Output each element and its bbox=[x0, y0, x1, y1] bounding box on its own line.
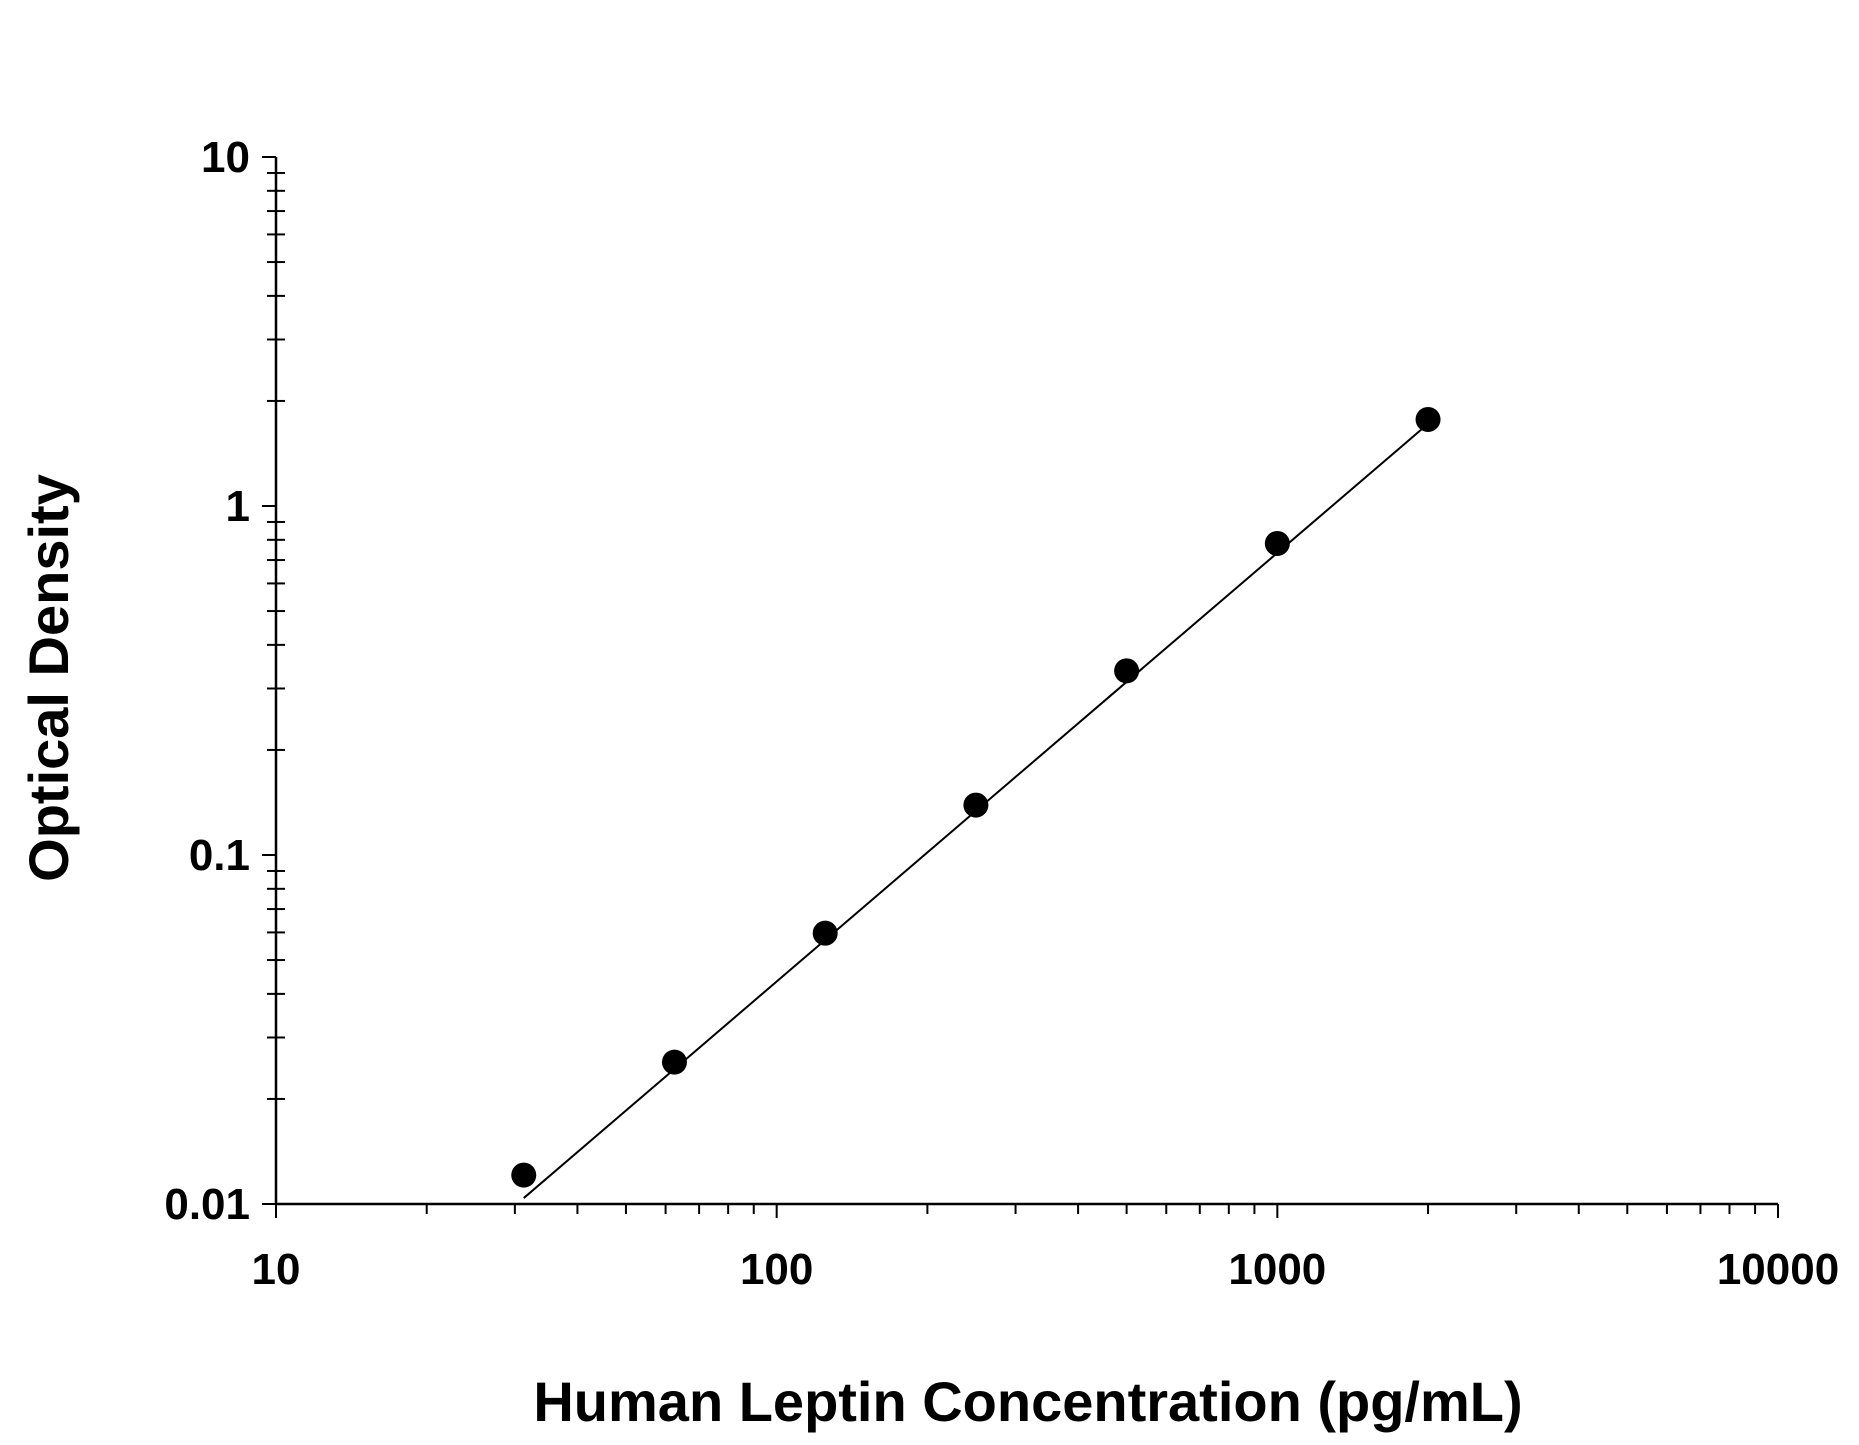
y-axis-title: Optical Density bbox=[17, 474, 80, 882]
data-point bbox=[661, 1049, 687, 1075]
data-point bbox=[1114, 658, 1140, 684]
y-tick-label: 0.01 bbox=[164, 1180, 250, 1229]
plot-area bbox=[511, 406, 1441, 1199]
data-point bbox=[963, 792, 989, 818]
y-tick-label: 0.1 bbox=[189, 831, 250, 880]
y-tick-label: 10 bbox=[201, 133, 250, 182]
x-tick-label: 1000 bbox=[1228, 1245, 1326, 1294]
tick-labels: 10 100 1000 10000 0.01 0.1 1 10 bbox=[164, 133, 1839, 1294]
axis-ticks bbox=[262, 156, 1779, 1218]
data-point bbox=[1415, 406, 1441, 432]
data-point bbox=[812, 920, 838, 946]
data-point bbox=[511, 1162, 537, 1188]
y-tick-label: 1 bbox=[226, 482, 250, 531]
x-tick-label: 10000 bbox=[1717, 1245, 1839, 1294]
x-axis-title: Human Leptin Concentration (pg/mL) bbox=[533, 1370, 1522, 1433]
x-tick-label: 10 bbox=[252, 1245, 301, 1294]
data-point bbox=[1264, 530, 1290, 556]
axes bbox=[274, 157, 1778, 1206]
x-tick-label: 100 bbox=[740, 1245, 813, 1294]
